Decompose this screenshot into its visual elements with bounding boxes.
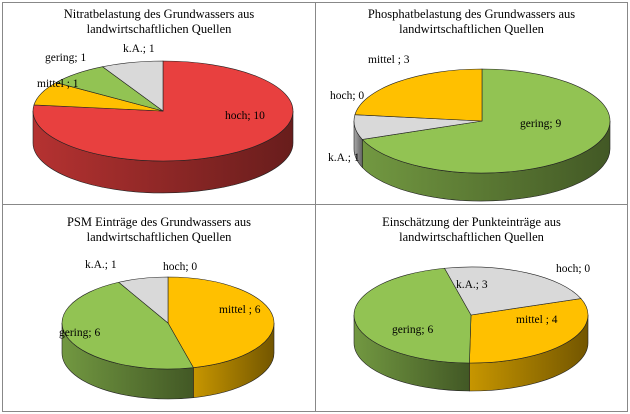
data-label-gering: gering; 1: [45, 52, 86, 64]
pie-slice-ka: [118, 276, 169, 324]
pie-top-group: [353, 266, 589, 364]
data-label-gering: gering; 6: [59, 327, 100, 339]
chart-panel-phosphat: Phosphatbelastung des Grundwassers aus l…: [315, 2, 628, 205]
data-label-mittel: mittel ; 1: [37, 78, 79, 90]
data-label-gering: gering; 6: [392, 324, 433, 336]
data-label-ka: k.A.; 1: [328, 152, 360, 164]
chart-title: PSM Einträge des Grundwassers aus landwi…: [3, 215, 315, 245]
pie-slice-gering: [61, 281, 194, 370]
chart-title: Phosphatbelastung des Grundwassers aus l…: [316, 7, 627, 37]
pie-slice-ka: [101, 60, 164, 112]
data-label-hoch: hoch; 0: [556, 263, 590, 275]
chart-title-line1: Phosphatbelastung des Grundwassers aus: [367, 7, 576, 21]
pie-slice-mittel: [469, 298, 589, 364]
pie-slice-gering: [353, 267, 472, 364]
pie-slice-mittel: [167, 276, 275, 368]
chart-panel-psm: PSM Einträge des Grundwassers aus landwi…: [2, 204, 316, 412]
data-label-mittel: mittel ; 6: [219, 304, 261, 316]
chart-title: Nitratbelastung des Grundwassers aus lan…: [3, 7, 315, 37]
pie-chart-nitrat: hoch; 10 mittel ; 1 gering; 1 k.A.; 1: [32, 43, 294, 194]
chart-title: Einschätzung der Punkteinträge aus landw…: [316, 215, 627, 245]
chart-title-line1: PSM Einträge des Grundwassers aus: [66, 215, 251, 229]
data-label-hoch: hoch; 10: [225, 110, 265, 122]
data-label-ka: k.A.; 3: [456, 279, 488, 291]
pie-slice-ka: [444, 266, 582, 316]
pie-chart-psm: hoch; 0 mittel ; 6 gering; 6 k.A.; 1: [59, 259, 275, 400]
chart-title-line1: Nitratbelastung des Grundwassers aus: [63, 7, 255, 21]
chart-title-line2: landwirtschaftlichen Quellen: [399, 22, 544, 36]
pie-top-group: [61, 276, 275, 370]
pie-top-group: [32, 60, 294, 162]
pie-chart-phosphat: gering; 9 k.A.; 1 hoch; 0 mittel ; 3: [328, 54, 611, 202]
chart-title-line2: landwirtschaftlichen Quellen: [86, 22, 232, 36]
chart-panel-nitrat: Nitratbelastung des Grundwassers aus lan…: [2, 2, 316, 205]
chart-title-line2: landwirtschaftlichen Quellen: [399, 230, 544, 244]
data-label-ka: k.A.; 1: [85, 259, 117, 271]
pie-chart-punkteintraege: hoch; 0 mittel ; 4 gering; 6 k.A.; 3: [353, 263, 590, 392]
data-label-mittel: mittel ; 4: [516, 314, 558, 326]
data-label-hoch: hoch; 0: [330, 90, 364, 102]
data-label-gering: gering; 9: [520, 118, 561, 130]
chart-panel-punkteintraege: Einschätzung der Punkteinträge aus landw…: [315, 204, 628, 412]
data-label-ka: k.A.; 1: [123, 43, 155, 55]
data-label-mittel: mittel ; 3: [368, 54, 410, 66]
chart-title-line1: Einschätzung der Punkteinträge aus: [382, 215, 561, 229]
pie-top-group: [353, 68, 611, 174]
pie-slice-gering: [361, 68, 611, 174]
data-label-hoch: hoch; 0: [163, 261, 197, 273]
pie-slice-mittel: [354, 68, 483, 122]
chart-title-line2: landwirtschaftlichen Quellen: [86, 230, 232, 244]
